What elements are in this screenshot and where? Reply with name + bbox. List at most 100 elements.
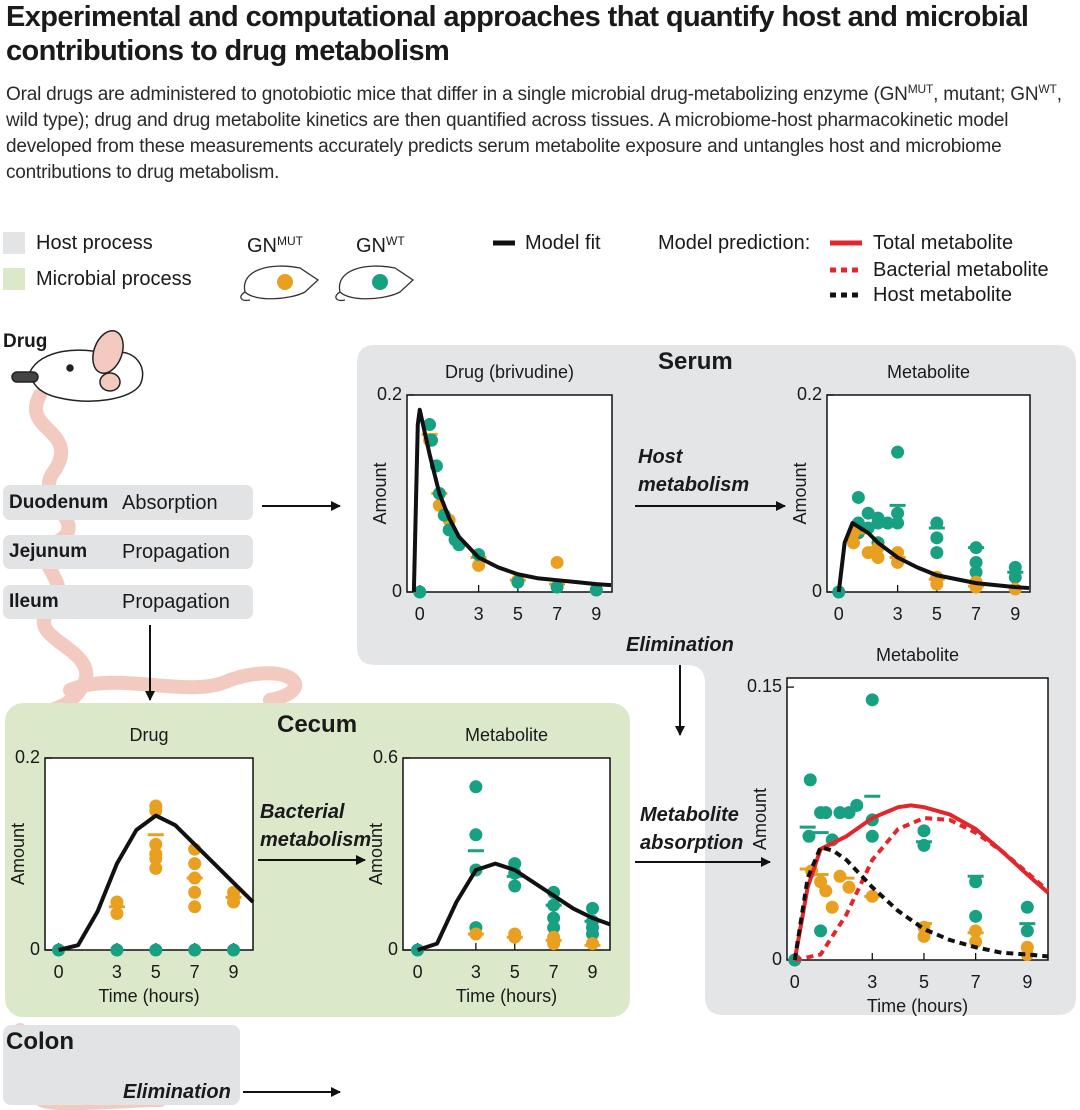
data-point (969, 909, 983, 923)
model-curve (792, 845, 1049, 961)
data-point (149, 852, 163, 866)
data-point (930, 516, 944, 530)
data-point (110, 895, 124, 909)
subtitle-text: , mutant; GN (933, 84, 1039, 105)
arrows (145, 501, 786, 1097)
data-point (1020, 900, 1034, 914)
data-point (550, 555, 564, 569)
x-tick-label: 0 (415, 604, 425, 624)
model-curve (836, 521, 1030, 593)
x-tick-label: 9 (591, 604, 601, 624)
x-tick-label: 5 (513, 604, 523, 624)
data-point (469, 828, 483, 842)
data-point (188, 885, 202, 899)
y-tick-label: 0 (392, 581, 402, 601)
organ-process: Absorption (122, 492, 218, 514)
data-point (825, 900, 839, 914)
x-tick-label: 9 (229, 962, 239, 982)
data-point (803, 773, 817, 787)
title: Experimental and computational approache… (6, 1, 1029, 67)
data-point (188, 943, 202, 957)
data-point (149, 861, 163, 875)
y-tick-label: 0.2 (15, 747, 40, 767)
plot-area (402, 757, 611, 951)
x-tick-label: 5 (151, 962, 161, 982)
data-point (227, 943, 241, 957)
data-point (586, 927, 600, 941)
region-title: Cecum (277, 711, 358, 738)
data-point (969, 565, 983, 579)
model-curve (416, 861, 611, 952)
model-curve (58, 813, 255, 952)
data-point (917, 824, 931, 838)
data-point (511, 575, 525, 589)
legend-swatch (3, 268, 25, 290)
process-label: Host metabolism (638, 446, 750, 496)
y-axis-label: Amount (8, 823, 28, 885)
organ-box (3, 585, 253, 619)
data-point (881, 516, 895, 530)
subtitle-sup: MUT (907, 82, 934, 96)
mouse-head (11, 330, 144, 402)
data-point (149, 943, 163, 957)
region-title: Colon (6, 1028, 74, 1055)
legend-label: Model fit (525, 232, 601, 254)
data-point (589, 583, 603, 597)
data-point (861, 546, 875, 560)
model-curve (794, 816, 1050, 962)
data-point (802, 829, 816, 843)
legend-label: Host metabolite (873, 284, 1012, 306)
data-point (227, 895, 241, 909)
data-point (969, 875, 983, 889)
organ-name: Duodenum (9, 492, 109, 513)
x-tick-label: 0 (54, 962, 64, 982)
subtitle-sup: WT (1038, 82, 1057, 96)
x-tick-label: 7 (971, 972, 981, 992)
chart-title: Drug (129, 725, 168, 745)
data-point (891, 516, 905, 530)
model-curve (411, 407, 612, 593)
x-tick-label: 7 (552, 604, 562, 624)
legend-mouse-label: GNMUT (247, 234, 303, 258)
process-label: Bacterial metabolism (260, 801, 372, 851)
organ-process: Propagation (122, 541, 230, 563)
chart-title: Metabolite (876, 645, 959, 665)
x-tick-label: 9 (587, 962, 597, 982)
data-point (865, 693, 879, 707)
data-point (930, 531, 944, 545)
x-tick-label: 9 (1010, 604, 1020, 624)
organ-box (3, 485, 253, 520)
data-point (586, 937, 600, 951)
data-point (110, 943, 124, 957)
colon-panel (3, 1025, 240, 1105)
gn-sup: WT (386, 234, 405, 248)
y-axis-label: Amount (790, 462, 810, 524)
x-tick-label: 3 (867, 972, 877, 992)
x-tick-label: 5 (932, 604, 942, 624)
x-tick-label: 7 (190, 962, 200, 982)
data-point (891, 506, 905, 520)
data-point (865, 829, 879, 843)
y-axis-label: Amount (750, 788, 770, 850)
organ-process: Propagation (122, 591, 230, 613)
legend-dot (277, 274, 293, 290)
x-tick-label: 3 (474, 604, 484, 624)
data-point (1020, 924, 1034, 938)
x-tick-label: 0 (790, 972, 800, 992)
gut (11, 388, 303, 1110)
gn-sup: MUT (277, 234, 303, 248)
data-point (413, 585, 427, 599)
data-point (871, 551, 885, 565)
subtitle-text: Oral drugs are administered to gnotobiot… (6, 84, 908, 105)
data-point (842, 880, 856, 894)
data-point (851, 490, 865, 504)
data-point (110, 907, 124, 921)
x-axis-label: Time (hours) (867, 996, 968, 1016)
process-label: Elimination (626, 634, 734, 656)
data-point (1008, 560, 1022, 574)
data-point (469, 780, 483, 794)
y-tick-label: 0 (388, 939, 398, 959)
chart-title: Drug (brivudine) (445, 362, 574, 382)
data-point (891, 445, 905, 459)
y-tick-label: 0.6 (373, 747, 398, 767)
